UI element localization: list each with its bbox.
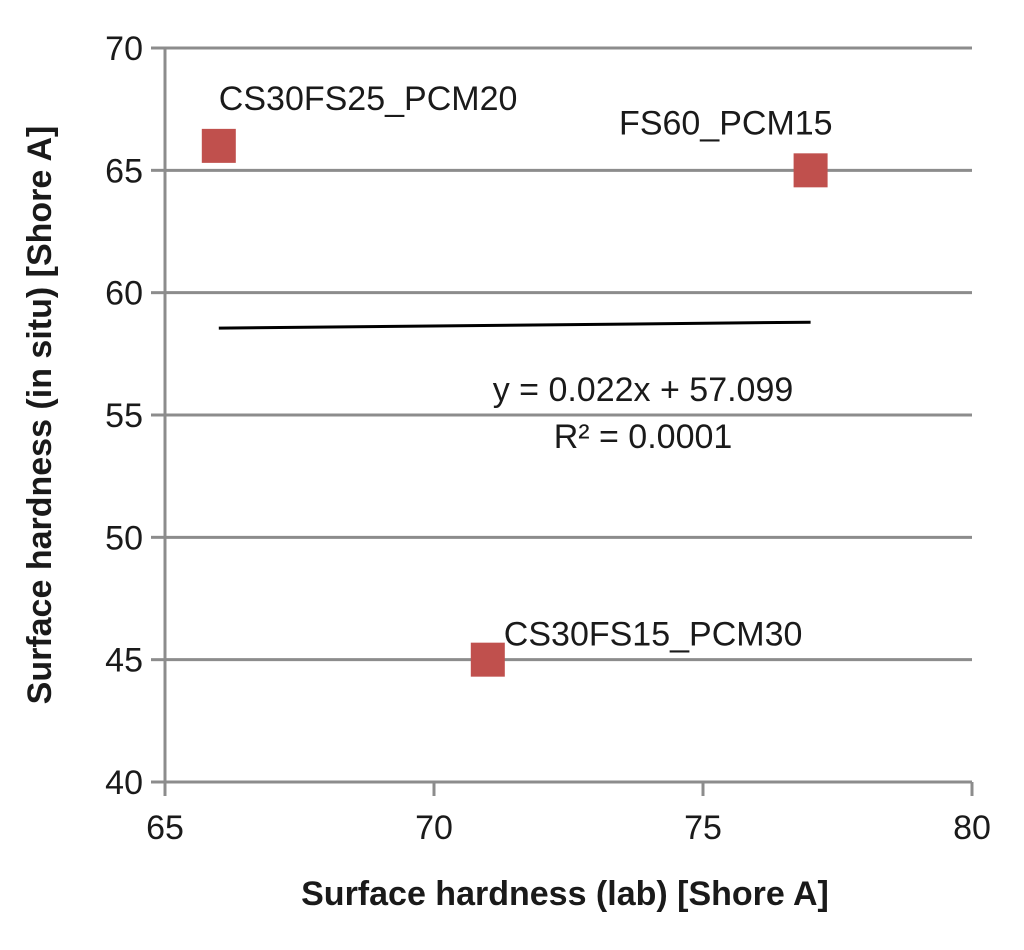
point-label-CS30FS25_PCM20: CS30FS25_PCM20 [219, 80, 518, 118]
data-point-CS30FS25_PCM20 [201, 128, 236, 163]
y-tick-label-60: 60 [105, 275, 143, 313]
x-tick-labels: 65 70 75 80 [146, 809, 991, 847]
x-tick-label-65: 65 [146, 809, 184, 847]
y-tick-label-40: 40 [105, 764, 143, 802]
gridlines [165, 46, 972, 662]
trendline-equation: y = 0.022x + 57.099 [493, 371, 794, 409]
x-tick-label-70: 70 [415, 809, 453, 847]
y-tick-label-65: 65 [105, 152, 143, 190]
data-point-FS60_PCM15 [793, 153, 828, 188]
y-tick-label-70: 70 [105, 30, 143, 68]
data-points [201, 128, 828, 677]
x-tick-label-75: 75 [684, 809, 722, 847]
trendline-r-squared: R² = 0.0001 [554, 418, 733, 456]
point-labels: CS30FS25_PCM20 FS60_PCM15 CS30FS15_PCM30 [219, 80, 833, 654]
y-tick-label-55: 55 [105, 397, 143, 435]
point-label-CS30FS15_PCM30: CS30FS15_PCM30 [504, 616, 803, 654]
data-point-CS30FS15_PCM30 [470, 642, 505, 677]
y-tick-labels: 40 45 50 55 60 65 70 [105, 30, 143, 802]
trendline-group [218, 320, 811, 330]
y-tick-label-50: 50 [105, 519, 143, 557]
y-tick-label-45: 45 [105, 642, 143, 680]
trendline [218, 320, 811, 330]
axes [151, 46, 974, 796]
x-axis-title: Surface hardness (lab) [Shore A] [301, 875, 829, 913]
point-label-FS60_PCM15: FS60_PCM15 [619, 104, 833, 142]
y-axis-title: Surface hardness (in situ) [Shore A] [21, 126, 59, 705]
x-tick-label-80: 80 [953, 809, 991, 847]
